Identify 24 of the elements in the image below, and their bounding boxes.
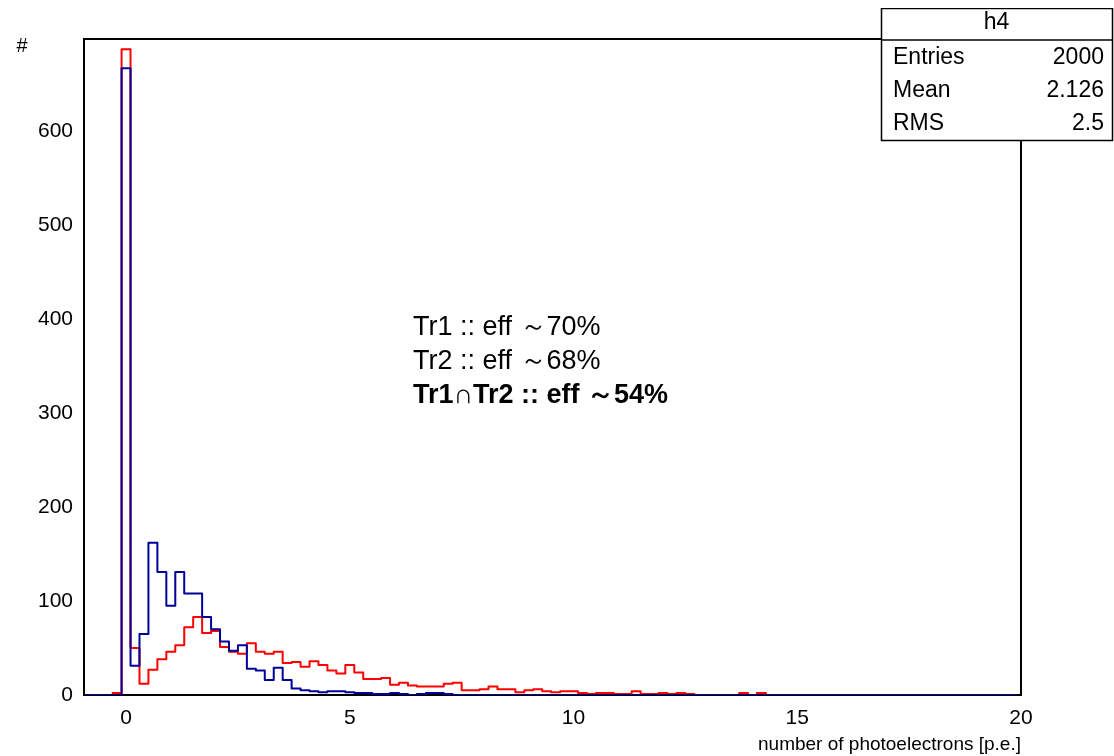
x-tick-label: 10 xyxy=(561,705,586,729)
annotation: Tr2 :: eff ～68% xyxy=(413,345,601,376)
x-tick-label: 5 xyxy=(343,705,356,729)
text: 2.5 xyxy=(1072,109,1104,136)
x-axis-title: number of photoelectrons [p.e.] xyxy=(758,732,1021,754)
y-axis-title: # xyxy=(16,34,29,56)
annotation: Tr1 :: eff ～70% xyxy=(413,311,601,342)
y-tick-label: 0 xyxy=(61,681,73,705)
y-tick-label: 300 xyxy=(37,399,73,423)
annotation: RMS xyxy=(893,109,945,136)
y-tick-label: 100 xyxy=(37,587,73,611)
text: 2000 xyxy=(1052,43,1104,70)
annotation: Entries xyxy=(893,43,965,70)
annotation: Mean xyxy=(893,76,951,103)
y-tick-label: 200 xyxy=(37,493,73,517)
y-tick-label: 400 xyxy=(37,305,73,329)
annotation: Tr1∩Tr2 :: eff ～54% xyxy=(413,379,669,410)
text: 2.126 xyxy=(1046,76,1104,103)
x-tick-label: 15 xyxy=(785,705,809,729)
y-tick-label: 600 xyxy=(37,117,73,141)
y-tick-label: 500 xyxy=(37,211,73,235)
text: h4 xyxy=(983,8,1010,35)
x-tick-label: 0 xyxy=(120,705,132,729)
x-tick-label: 20 xyxy=(1009,705,1033,729)
